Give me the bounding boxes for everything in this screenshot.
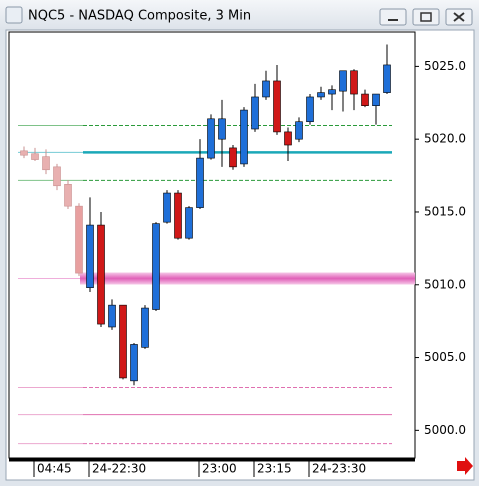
candle-body — [64, 184, 72, 207]
candle-body — [53, 166, 61, 187]
candle-body — [31, 153, 39, 160]
candle-body — [108, 304, 116, 328]
candle-body — [361, 93, 369, 107]
maximize-button[interactable] — [412, 8, 440, 26]
candle-body — [350, 70, 358, 95]
candle-body — [251, 96, 259, 130]
x-tick-label: 23:15 — [257, 462, 292, 476]
level-band — [80, 272, 415, 285]
scroll-arrow[interactable] — [457, 457, 473, 475]
candle-body — [328, 89, 336, 95]
candle-body — [185, 207, 193, 239]
candle-body — [372, 93, 380, 107]
y-tick-label: 5005.0 — [424, 350, 466, 364]
candle-body — [262, 80, 270, 98]
candle-body — [97, 224, 105, 325]
maximize-icon — [420, 12, 432, 22]
candle-body — [196, 157, 204, 208]
candle-body — [229, 147, 237, 168]
candle-body — [141, 307, 149, 348]
window-icon — [5, 6, 23, 24]
candle-body — [284, 131, 292, 146]
candle-body — [240, 109, 248, 165]
candle-body — [273, 80, 281, 133]
candle-body — [163, 192, 171, 223]
x-axis-area — [9, 459, 415, 478]
candle-body — [20, 150, 28, 156]
candle-body — [75, 205, 83, 274]
candle-body — [306, 96, 314, 123]
x-tick-label: 24-23:30 — [312, 462, 366, 476]
candle-body — [317, 92, 325, 98]
y-tick-label: 5020.0 — [424, 132, 466, 146]
candle-body — [339, 70, 347, 92]
candle-body — [130, 344, 138, 382]
candle-body — [119, 304, 127, 379]
x-tick-label: 24-22:30 — [92, 462, 146, 476]
candle-body — [86, 224, 94, 288]
y-tick-label: 5010.0 — [424, 277, 466, 291]
candle-body — [174, 192, 182, 239]
candle-body — [218, 118, 226, 140]
window-title: NQC5 - NASDAQ Composite, 3 Min — [28, 9, 251, 24]
y-tick-label: 5025.0 — [424, 59, 466, 73]
y-tick-label: 5000.0 — [424, 423, 466, 437]
candle-body — [383, 64, 391, 93]
candle-body — [42, 156, 50, 171]
candle-body — [295, 121, 303, 140]
x-tick-label: 04:45 — [37, 462, 72, 476]
y-tick-label: 5015.0 — [424, 204, 466, 218]
candle-body — [207, 118, 215, 159]
minimize-button[interactable] — [379, 8, 407, 26]
candle-body — [152, 223, 160, 310]
x-tick-label: 23:00 — [202, 462, 237, 476]
close-icon — [453, 12, 465, 22]
